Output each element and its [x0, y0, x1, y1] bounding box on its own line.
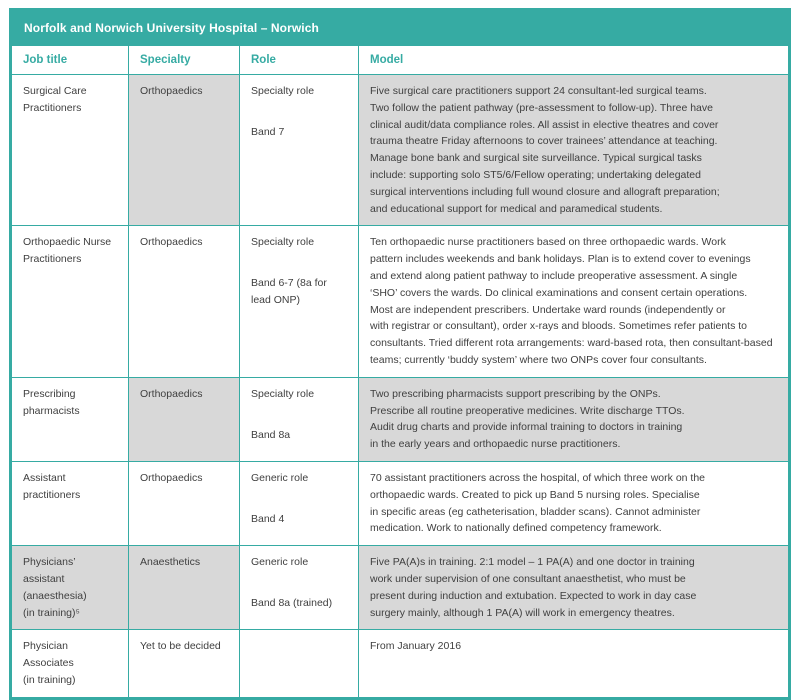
- cell-model: 70 assistant practitioners across the ho…: [358, 460, 789, 547]
- cell-model: Five surgical care practitioners support…: [358, 73, 789, 227]
- cell-role: Specialty role Band 8a: [239, 376, 359, 462]
- cell-role: Specialty role Band 7: [239, 73, 359, 227]
- table-row: Physician Associates (in training) Yet t…: [11, 629, 789, 698]
- table-row: Assistant practitioners Orthopaedics Gen…: [11, 460, 789, 547]
- role-band: Band 4: [251, 512, 285, 525]
- role-type: Specialty role: [251, 387, 315, 400]
- role-band: Band 8a: [251, 428, 291, 441]
- role-band: Band 8a (trained): [251, 596, 333, 609]
- cell-model: Two prescribing pharmacists support pres…: [358, 376, 789, 462]
- cell-job-title: Assistant practitioners: [11, 460, 129, 547]
- role-type: Specialty role: [251, 236, 315, 249]
- role-type: Specialty role: [251, 85, 315, 97]
- table-container: Norfolk and Norwich University Hospital …: [9, 8, 791, 700]
- cell-role: Specialty role Band 6-7 (8a for lead ONP…: [239, 225, 359, 378]
- cell-role: [239, 629, 359, 698]
- page-title: Norfolk and Norwich University Hospital …: [24, 21, 319, 35]
- cell-job-title: Orthopaedic Nurse Practitioners: [11, 225, 129, 378]
- column-header-specialty: Specialty: [128, 45, 240, 75]
- role-type: Generic role: [251, 471, 309, 484]
- cell-job-title: Prescribing pharmacists: [11, 376, 129, 462]
- cell-specialty: Orthopaedics: [128, 73, 240, 227]
- roles-table: Job title Specialty Role Model Surgical …: [11, 45, 789, 698]
- cell-specialty: Yet to be decided: [128, 629, 240, 698]
- header-row: Job title Specialty Role Model: [11, 45, 789, 75]
- title-bar: Norfolk and Norwich University Hospital …: [11, 10, 789, 45]
- column-header-role: Role: [239, 45, 359, 75]
- cell-model: Ten orthopaedic nurse practitioners base…: [358, 225, 789, 378]
- cell-specialty: Orthopaedics: [128, 460, 240, 547]
- table-row: Surgical Care Practitioners Orthopaedics…: [11, 73, 789, 227]
- cell-specialty: Anaesthetics: [128, 545, 240, 631]
- cell-job-title: Physicians’ assistant (anaesthesia) (in …: [11, 545, 129, 631]
- role-band: Band 6-7 (8a for lead ONP): [251, 277, 327, 306]
- cell-role: Generic role Band 8a (trained): [239, 545, 359, 631]
- table-row: Prescribing pharmacists Orthopaedics Spe…: [11, 376, 789, 462]
- role-type: Generic role: [251, 556, 309, 569]
- cell-model: Five PA(A)s in training. 2:1 model – 1 P…: [358, 545, 789, 631]
- cell-job-title: Surgical Care Practitioners: [11, 73, 129, 227]
- cell-specialty: Orthopaedics: [128, 376, 240, 462]
- role-band: Band 7: [251, 125, 285, 138]
- table-row: Orthopaedic Nurse Practitioners Orthopae…: [11, 225, 789, 378]
- column-header-model: Model: [358, 45, 789, 75]
- cell-specialty: Orthopaedics: [128, 225, 240, 378]
- cell-role: Generic role Band 4: [239, 460, 359, 547]
- column-header-job-title: Job title: [11, 45, 129, 75]
- cell-job-title: Physician Associates (in training): [11, 629, 129, 698]
- cell-model: From January 2016: [358, 629, 789, 698]
- table-row: Physicians’ assistant (anaesthesia) (in …: [11, 545, 789, 631]
